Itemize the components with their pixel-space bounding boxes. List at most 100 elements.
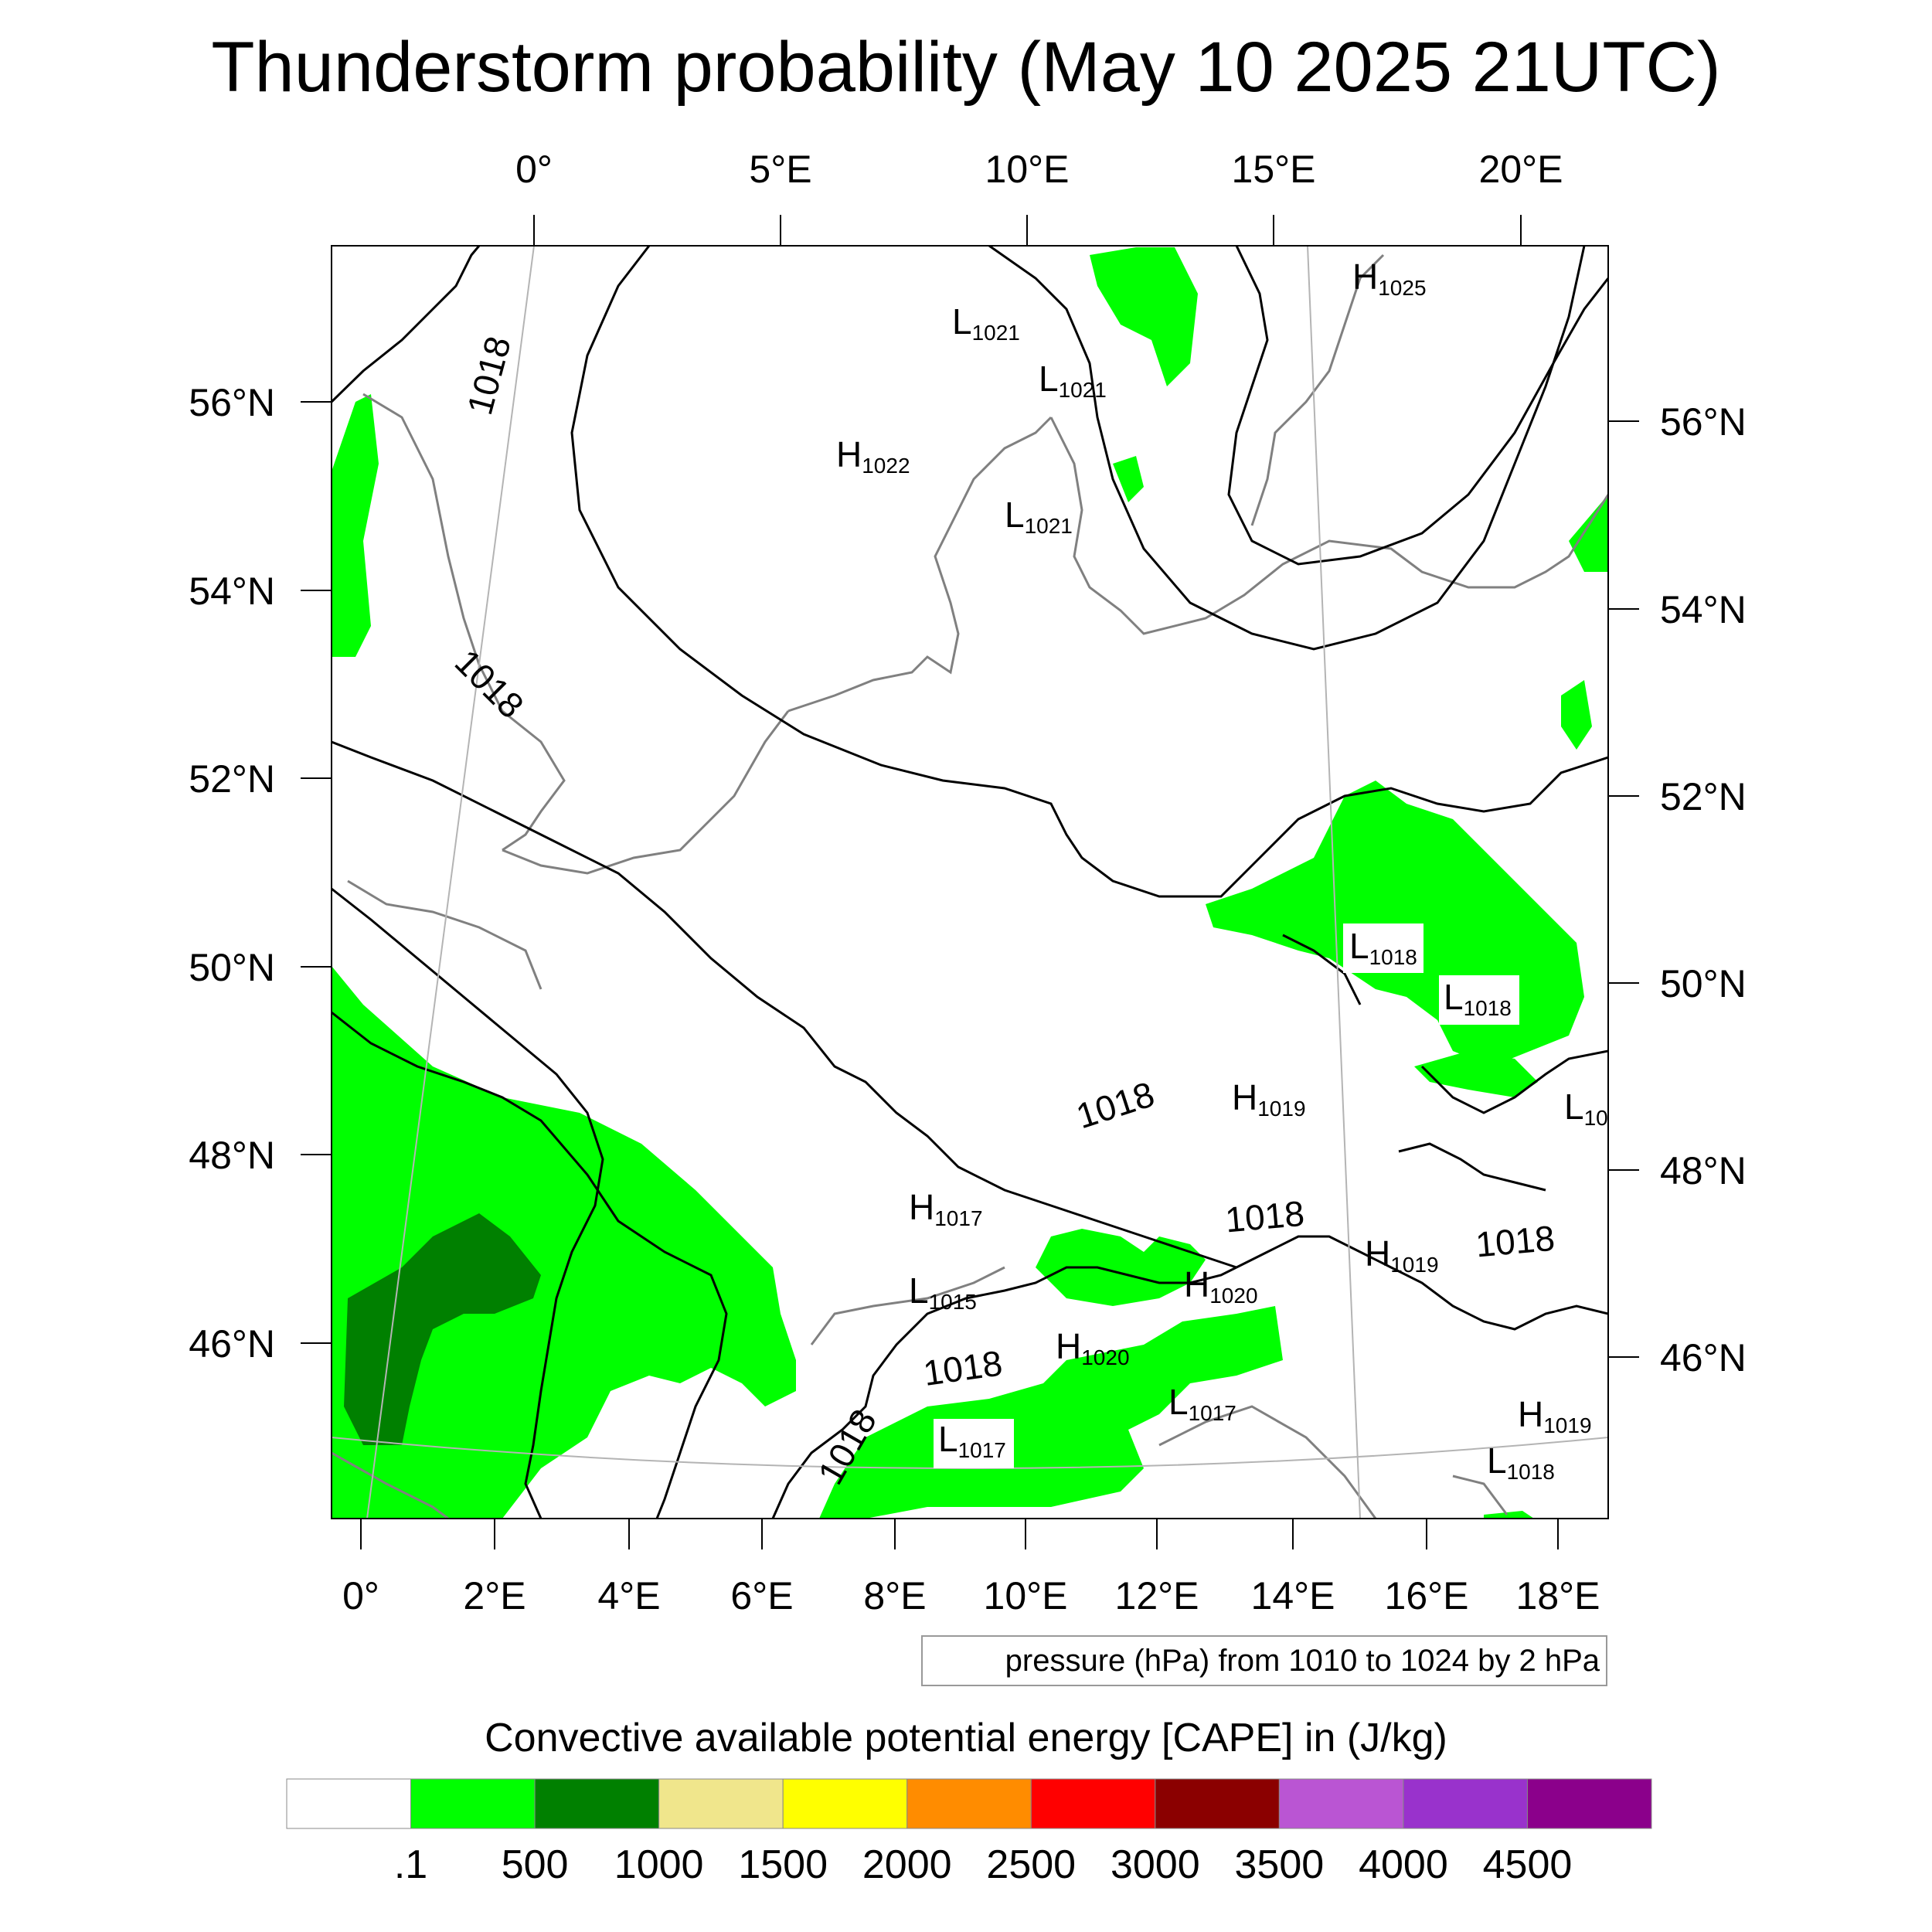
contour-label: 1018 [459,332,519,419]
isobar [570,246,1608,898]
tick-label: 14°E [1251,1574,1335,1617]
colorbar-swatch [1030,1778,1156,1829]
tick-label: 0° [342,1574,379,1617]
contour-label: 1018 [920,1342,1005,1393]
isobar [332,887,604,1519]
pressure-center: L1017 [1168,1382,1236,1425]
tick-label: 5°E [749,148,811,191]
tick-label: 54°N [1660,588,1747,631]
left-lat-axis [301,401,332,1344]
tick-label: 48°N [1660,1149,1747,1192]
isobar [332,246,481,403]
tick-label: 20°E [1479,148,1563,191]
colorbar-swatch [286,1778,412,1829]
cape-shading [332,247,1608,1519]
isobar [1420,1049,1608,1114]
chart-title: Thunderstorm probability (May 10 2025 21… [211,28,1720,107]
left-lat-labels: 56°N 54°N 52°N 50°N 48°N 46°N [189,381,275,1366]
pressure-center: H1019 [1232,1077,1306,1121]
pressure-center: L1021 [1005,495,1073,538]
pressure-center: H1019 [1518,1394,1592,1437]
cape-area-sw [332,966,796,1519]
pressure-center: H1020 [1056,1326,1130,1369]
colorbar-swatch [534,1778,660,1829]
top-lon-labels: 0° 5°E 10°E 15°E 20°E [515,148,1563,191]
tick-label: 48°N [189,1134,275,1177]
bottom-lon-axis [360,1519,1559,1549]
cape-area-dk [1113,456,1144,502]
colorbar-label: 1500 [738,1842,828,1887]
tick-label: 2°E [463,1574,526,1617]
colorbar-label: .1 [394,1842,427,1887]
pressure-center-boxed: L1018 [1343,923,1423,973]
pressure-center: H1020 [1184,1264,1258,1308]
colorbar-label: 2500 [986,1842,1076,1887]
tick-label: 10°E [984,1574,1068,1617]
coastlines [332,253,1608,1519]
cape-area-nw [332,394,379,657]
contour-label: 1018 [447,641,532,726]
cape-area-sw-dark [344,1213,541,1445]
colorbar-label: 500 [502,1842,569,1887]
cape-area-se [1484,1511,1534,1519]
pressure-center: H1022 [836,434,910,478]
cape-area-alps [1036,1229,1206,1306]
colorbar-swatch [658,1778,784,1829]
tick-label: 56°N [1660,400,1747,444]
pressure-centers: H1025 L1021 L1021 H1022 L1021 L1018 L101… [836,257,1608,1484]
colorbar-label: 4500 [1483,1842,1573,1887]
cape-area-e [1561,680,1592,750]
colorbar-label: 3500 [1235,1842,1325,1887]
pressure-center-boxed: L1018 [1439,975,1519,1025]
tick-label: 16°E [1385,1574,1469,1617]
colorbar-label: 4000 [1359,1842,1448,1887]
colorbar-labels: .1 500 1000 1500 2000 2500 3000 3500 4000 4500 [394,1842,1572,1887]
isobar [1282,934,1362,1005]
right-lat-labels: 56°N 54°N 52°N 50°N 48°N 46°N [1660,400,1747,1379]
pressure-center-boxed: L1017 [934,1419,1014,1468]
tick-label: 54°N [189,570,275,613]
tick-label: 10°E [985,148,1070,191]
isobar [332,740,1237,1269]
tick-label: 46°N [189,1322,275,1366]
right-lat-axis [1608,420,1639,1358]
colorbar-label: 2000 [862,1842,952,1887]
cape-area-ne [1569,495,1608,572]
tick-label: 8°E [863,1574,926,1617]
contour-label: 1018 [1223,1193,1305,1240]
bottom-lon-labels: 0° 2°E 4°E 6°E 8°E 10°E 12°E 14°E 16°E 1… [342,1574,1600,1617]
pressure-center: H1025 [1352,257,1427,300]
colorbar-swatch [782,1778,908,1829]
cape-area-sweden [1090,247,1198,386]
contour-label: 1018 [1474,1218,1556,1265]
contour-info: pressure (hPa) from 1010 to 1024 by 2 hP… [1005,1644,1600,1678]
isobar [332,1011,728,1519]
pressure-center: L1021 [1039,359,1107,402]
tick-label: 4°E [597,1574,660,1617]
isobar [1236,1235,1608,1331]
map-panel: 1018 1018 1018 1018 1018 1018 1018 H1025… [189,148,1746,1617]
tick-label: 6°E [730,1574,793,1617]
tick-label: 18°E [1516,1574,1600,1617]
pressure-center: L1018 [1487,1440,1555,1484]
contour-label: 1018 [1071,1073,1158,1136]
colorbar-swatch [1155,1778,1280,1829]
isobar [771,1266,1237,1519]
tick-label: 50°N [1660,962,1747,1005]
colorbar-title: Convective available potential energy [C… [485,1716,1447,1760]
tick-label: 46°N [1660,1336,1747,1379]
svg-text:L1018: L1018 [1444,977,1512,1020]
pressure-center: H1019 [1365,1233,1439,1277]
isobar [1398,1142,1546,1192]
svg-text:L1018: L1018 [1349,926,1417,969]
tick-label: 52°N [1660,775,1747,818]
colorbar-swatch [410,1778,536,1829]
tick-label: 12°E [1115,1574,1199,1617]
pressure-center: H1017 [909,1187,983,1230]
cape-area-hungary [1414,1051,1538,1097]
contour-info-box: pressure (hPa) from 1010 to 1024 by 2 hP… [921,1635,1607,1686]
map-frame [331,245,1609,1519]
tick-label: 56°N [189,381,275,424]
tick-label: 15°E [1232,148,1316,191]
